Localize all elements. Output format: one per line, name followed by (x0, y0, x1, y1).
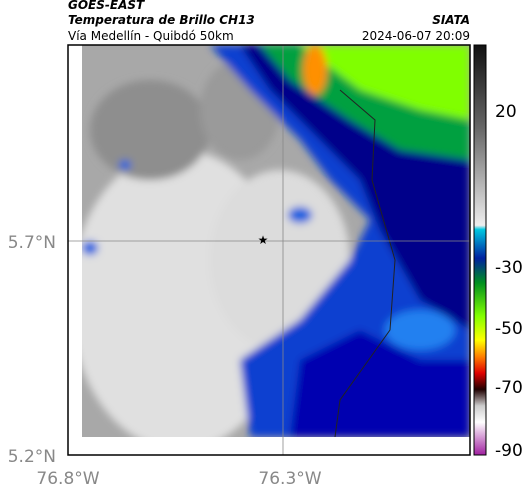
colorbar-tick-label: -30 (495, 258, 523, 278)
product: Temperatura de Brillo CH13 (68, 13, 255, 27)
location-star: ★ (258, 233, 269, 247)
lat-label: 5.7°N (8, 233, 56, 253)
colorbar-tick-label: -70 (495, 378, 523, 398)
route: Vía Medellín - Quibdó 50km (68, 29, 234, 43)
lat-label: 5.2°N (8, 447, 56, 467)
colorbar-tick-label: 20 (495, 102, 517, 122)
colorbar (473, 44, 487, 456)
lon-label: 76.8°W (36, 469, 99, 489)
colorbar-tick-label: -90 (495, 441, 523, 461)
lon-label: 76.3°W (258, 469, 321, 489)
source: SIATA (432, 13, 470, 27)
map-frame (67, 44, 471, 456)
datetime: 2024-06-07 20:09 (362, 29, 470, 43)
satellite-image (82, 45, 470, 437)
colorbar-tick-label: -50 (495, 319, 523, 339)
title: GOES-EAST (68, 0, 145, 12)
